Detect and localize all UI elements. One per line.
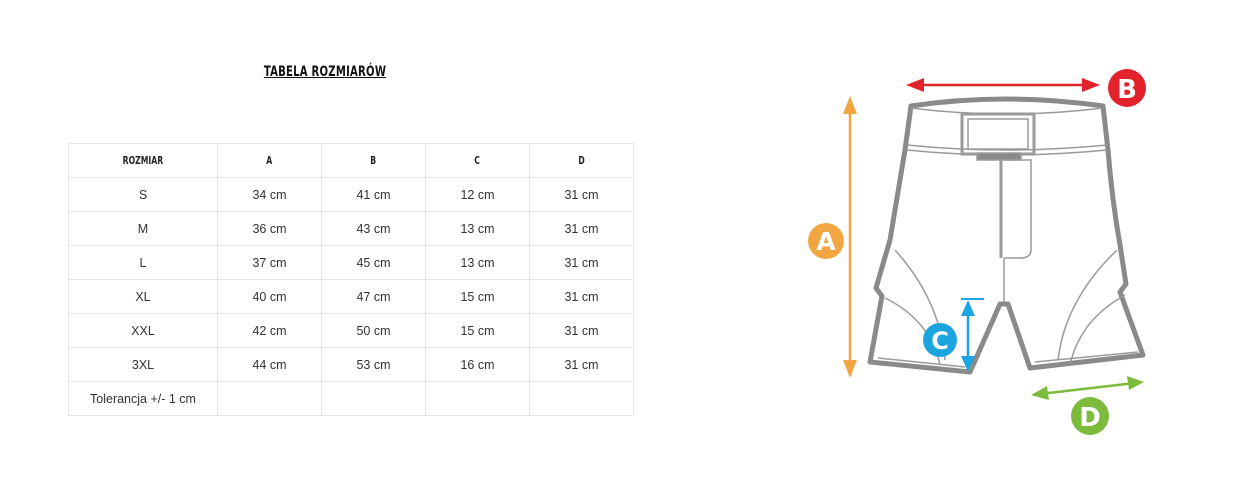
label-d: D (1079, 403, 1101, 433)
measure-cell: 53 cm (321, 347, 426, 382)
label-a-badge (808, 223, 844, 259)
page-title: TABELA ROZMIARÓW (263, 64, 387, 80)
measure-cell: 31 cm (529, 245, 634, 280)
measure-cell: 37 cm (217, 245, 322, 280)
measure-cell: 34 cm (217, 177, 322, 212)
shorts-outline (867, 96, 1146, 375)
measure-cell: 12 cm (425, 177, 530, 212)
header-cell: D (578, 154, 585, 167)
size-cell: 3XL (68, 347, 218, 382)
size-cell: M (68, 211, 218, 246)
measure-cell: 47 cm (321, 279, 426, 314)
measure-cell: 31 cm (529, 313, 634, 348)
label-d-badge (1071, 397, 1109, 435)
size-cell: XXL (68, 313, 218, 348)
size-cell: S (68, 177, 218, 212)
measure-cell: 44 cm (217, 347, 322, 382)
measure-d-arrow: D (1031, 376, 1144, 435)
table-row: M 36 cm 43 cm 13 cm 31 cm (68, 211, 634, 246)
header-cell: C (474, 154, 481, 167)
shorts-details (877, 107, 1139, 368)
measure-cell: 13 cm (425, 245, 530, 280)
measure-cell (529, 381, 634, 416)
table-row: XXL 42 cm 50 cm 15 cm 31 cm (68, 313, 634, 348)
label-c-badge (923, 323, 957, 357)
table-row: L 37 cm 45 cm 13 cm 31 cm (68, 245, 634, 280)
measure-cell: 50 cm (321, 313, 426, 348)
measure-cell: 42 cm (217, 313, 322, 348)
table-row: Tolerancja +/- 1 cm (68, 381, 634, 416)
measure-cell: 15 cm (425, 313, 530, 348)
label-b: B (1117, 75, 1137, 105)
label-b-badge (1108, 69, 1146, 107)
measure-cell: 15 cm (425, 279, 530, 314)
measure-cell: 43 cm (321, 211, 426, 246)
size-cell: XL (68, 279, 218, 314)
table-header-row: ROZMIAR A B C D (68, 143, 634, 178)
header-cell: ROZMIAR (122, 154, 164, 167)
measure-cell: 31 cm (529, 279, 634, 314)
size-table: ROZMIAR A B C D S 34 cm 41 cm 12 cm 31 cm M 36… (68, 143, 634, 416)
measure-cell (425, 381, 530, 416)
table-row: 3XL 44 cm 53 cm 16 cm 31 cm (68, 347, 634, 382)
measure-cell: 31 cm (529, 211, 634, 246)
measure-c-arrow: C (923, 298, 984, 372)
label-c: C (931, 327, 949, 355)
measure-cell: 31 cm (529, 177, 634, 212)
header-cell: A (266, 154, 273, 167)
label-a: A (816, 227, 836, 256)
measure-b-arrow: B (906, 69, 1146, 107)
measure-a-arrow: A (808, 96, 857, 378)
measure-cell (217, 381, 322, 416)
size-cell: Tolerancja +/- 1 cm (68, 381, 218, 416)
header-cell: B (370, 154, 377, 167)
